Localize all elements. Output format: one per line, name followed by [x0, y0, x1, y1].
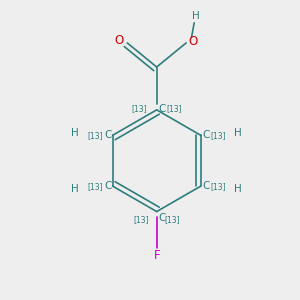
Text: F: F: [153, 249, 160, 262]
Text: [13]: [13]: [133, 215, 149, 224]
Text: [13]: [13]: [88, 182, 103, 190]
Text: C: C: [104, 181, 111, 191]
Text: H: H: [234, 184, 242, 194]
Text: H: H: [234, 128, 242, 138]
Text: C: C: [202, 181, 209, 191]
Text: H: H: [71, 128, 79, 138]
Text: [13]: [13]: [210, 131, 226, 140]
Text: [13]: [13]: [88, 131, 103, 140]
Text: C: C: [104, 130, 111, 140]
Text: C: C: [202, 130, 209, 140]
Text: [13]: [13]: [132, 104, 147, 113]
Text: H: H: [192, 11, 200, 21]
Text: [13]: [13]: [210, 182, 226, 190]
Text: O: O: [115, 34, 124, 47]
Text: [13]: [13]: [166, 104, 182, 113]
Text: C: C: [158, 213, 165, 223]
Text: O: O: [188, 35, 197, 48]
Text: H: H: [71, 184, 79, 194]
Text: [13]: [13]: [165, 215, 180, 224]
Text: C: C: [158, 103, 165, 113]
